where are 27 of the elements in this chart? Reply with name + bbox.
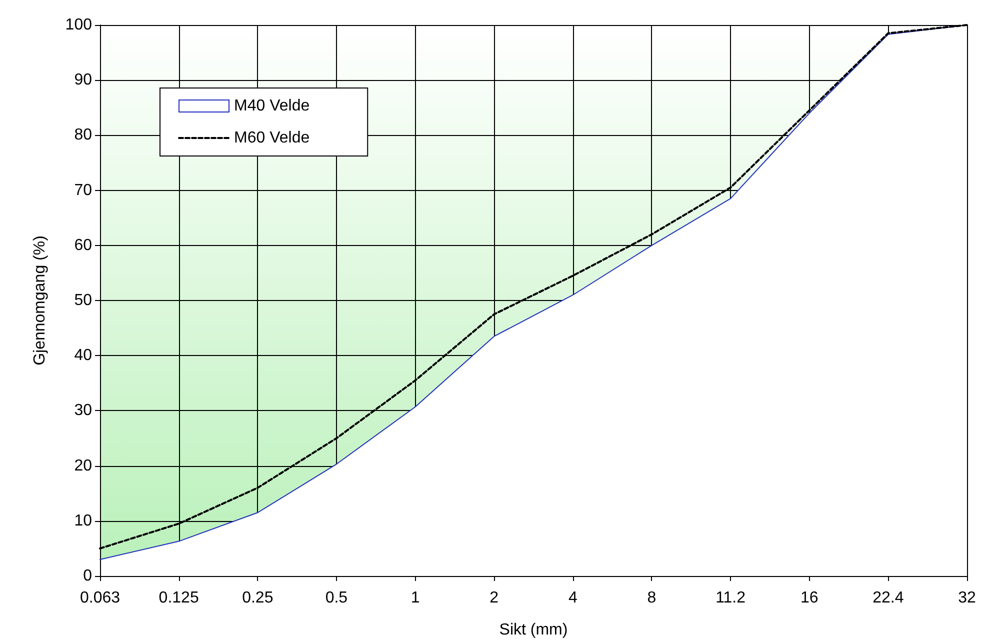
legend-label: M60 Velde [234, 130, 310, 146]
x-tick-label: 0.063 [80, 590, 120, 606]
y-tick-label: 60 [74, 236, 92, 254]
legend-label: M40 Velde [234, 98, 310, 114]
y-tick-label: 10 [74, 512, 92, 530]
x-tick-label: 22.4 [872, 590, 904, 606]
y-tick-label: 40 [74, 347, 92, 364]
x-tick-label: 2 [490, 590, 499, 606]
y-tick-label: 80 [74, 126, 92, 144]
x-tick-label: 8 [647, 590, 656, 606]
y-tick-label: 70 [74, 182, 92, 199]
y-tick-label: 0 [83, 568, 92, 584]
y-tick-label: 100 [65, 16, 92, 34]
x-tick-label: 0.25 [242, 590, 274, 606]
x-tick-label: 16 [800, 590, 818, 606]
x-tick-label: 4 [568, 590, 578, 606]
x-tick-label: 32 [958, 590, 976, 606]
x-tick-label: 1 [410, 590, 420, 606]
y-tick-label: 90 [74, 72, 92, 89]
y-axis-title: Gjennomgang (%) [32, 236, 48, 366]
x-tick-label: 0.125 [158, 590, 199, 606]
y-tick-label: 20 [74, 457, 92, 474]
x-tick-label: 11.2 [716, 590, 746, 606]
x-tick-label: 0.5 [325, 590, 348, 606]
y-tick-label: 50 [74, 292, 92, 309]
y-tick-label: 30 [74, 402, 92, 420]
x-axis-title: Sikt (mm) [499, 622, 568, 638]
